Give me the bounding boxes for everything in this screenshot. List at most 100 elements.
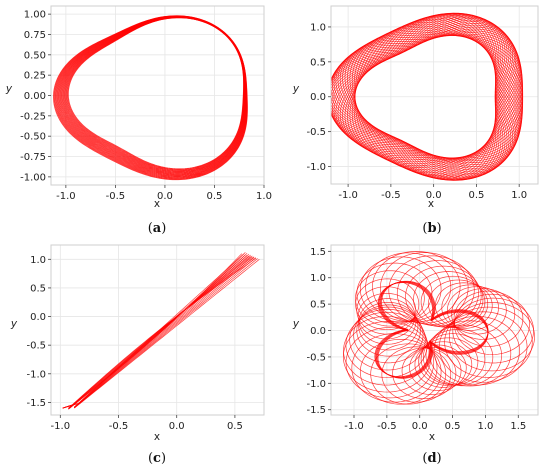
x-tick-label: -1.0 xyxy=(56,191,76,202)
series-line xyxy=(54,15,248,179)
series-line xyxy=(388,255,475,325)
panel-caption: (a) xyxy=(148,221,167,236)
caption-letter: d xyxy=(427,451,436,466)
x-tick-label: 0.0 xyxy=(426,190,442,201)
caption-open-paren: ( xyxy=(148,221,153,236)
caption-open-paren: ( xyxy=(422,221,427,236)
caption-letter: a xyxy=(153,221,162,236)
y-tick-label: -1.00 xyxy=(20,172,46,183)
x-tick-label: -1.0 xyxy=(344,421,364,432)
x-tick-label: 0.0 xyxy=(169,421,185,432)
series-line xyxy=(356,262,433,324)
y-tick-label: 0.0 xyxy=(310,326,326,337)
series-line xyxy=(418,337,479,386)
x-axis-label: x xyxy=(154,198,160,210)
x-tick-label: -0.5 xyxy=(381,190,401,201)
x-tick-label: 1.0 xyxy=(477,421,493,432)
x-tick-label: 0.5 xyxy=(227,421,243,432)
y-tick-label: -0.5 xyxy=(306,352,326,363)
y-axis-label: y xyxy=(292,83,300,95)
series-line xyxy=(56,15,247,178)
series-line xyxy=(53,15,248,181)
y-tick-label: 0.5 xyxy=(310,57,326,68)
caption-close-paren: ) xyxy=(161,221,166,236)
y-tick-label: 1.0 xyxy=(310,22,326,33)
series-line xyxy=(359,256,442,323)
series-line xyxy=(355,270,425,327)
series-line xyxy=(59,16,246,176)
series-line xyxy=(381,346,452,403)
series-line xyxy=(339,32,522,179)
x-tick-label: -1.0 xyxy=(338,190,358,201)
series-line xyxy=(57,15,247,178)
y-tick-label: -0.5 xyxy=(26,341,46,352)
series-line xyxy=(359,338,442,405)
plot-frame xyxy=(50,244,265,416)
panel-caption: (c) xyxy=(148,451,166,466)
y-axis-label: y xyxy=(292,318,300,330)
series-line xyxy=(425,324,502,387)
series-line xyxy=(331,21,515,181)
y-tick-label: 1.00 xyxy=(24,10,46,21)
series-curves xyxy=(331,12,524,181)
series-line xyxy=(68,257,255,409)
series-line xyxy=(356,304,421,357)
series-line xyxy=(337,30,521,180)
series-line xyxy=(353,306,424,364)
series-line xyxy=(74,259,260,409)
x-tick-label: -0.5 xyxy=(109,421,129,432)
y-tick-label: 0.00 xyxy=(24,91,46,102)
x-tick-label: -0.5 xyxy=(377,421,397,432)
caption-open-paren: ( xyxy=(148,451,153,466)
series-line xyxy=(53,15,248,180)
series-line xyxy=(331,18,512,180)
series-line xyxy=(344,35,523,177)
caption-close-paren: ) xyxy=(437,221,442,236)
x-tick-label: 0.5 xyxy=(445,421,461,432)
series-line xyxy=(349,31,523,174)
series-line xyxy=(446,286,507,335)
series-line xyxy=(347,33,523,175)
y-tick-label: 0.5 xyxy=(310,300,326,311)
series-line xyxy=(357,292,416,340)
series-line xyxy=(68,255,250,409)
series-line xyxy=(331,22,517,181)
y-axis-label: y xyxy=(5,83,13,95)
x-tick-label: 0.0 xyxy=(157,191,173,202)
x-tick-label: 0.5 xyxy=(207,191,223,202)
series-line xyxy=(74,258,258,409)
x-tick-label: 1.5 xyxy=(510,421,526,432)
y-tick-label: -1.0 xyxy=(306,162,326,173)
y-axis-label: y xyxy=(10,318,18,330)
caption-close-paren: ) xyxy=(161,451,166,466)
y-tick-label: -0.75 xyxy=(20,152,46,163)
x-tick-label: 1.0 xyxy=(256,191,272,202)
y-tick-label: 0.25 xyxy=(24,71,46,82)
series-line xyxy=(420,333,486,386)
series-line xyxy=(349,308,426,371)
series-line xyxy=(333,26,519,181)
series-line xyxy=(428,279,489,329)
x-tick-label: -1.0 xyxy=(51,421,71,432)
series-line xyxy=(74,256,255,408)
series-curves xyxy=(62,252,260,410)
series-line xyxy=(353,27,524,170)
y-tick-label: 0.75 xyxy=(24,30,46,41)
y-tick-label: -0.50 xyxy=(20,132,46,143)
series-line xyxy=(343,315,430,386)
y-tick-label: -1.0 xyxy=(26,369,46,380)
caption-close-paren: ) xyxy=(437,451,442,466)
series-line xyxy=(62,16,245,174)
y-tick-label: 1.5 xyxy=(310,247,326,258)
series-line xyxy=(453,290,524,347)
x-tick-label: 0.5 xyxy=(468,190,484,201)
series-line xyxy=(345,327,435,399)
plot-frame xyxy=(330,244,539,416)
series-line xyxy=(351,29,524,172)
series-line xyxy=(74,257,257,409)
series-line xyxy=(392,347,457,400)
plot-frame xyxy=(330,5,539,185)
panel-b: -1.0 -0.5 0.0 0.5 1.0 1.0 0.5 0.0 -0.5 -1.0 x y (b) xyxy=(292,5,539,236)
x-tick-label: -0.5 xyxy=(106,191,126,202)
